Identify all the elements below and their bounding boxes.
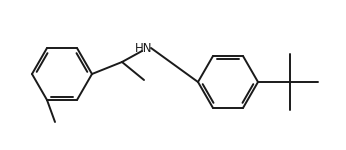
Text: HN: HN	[135, 42, 153, 54]
